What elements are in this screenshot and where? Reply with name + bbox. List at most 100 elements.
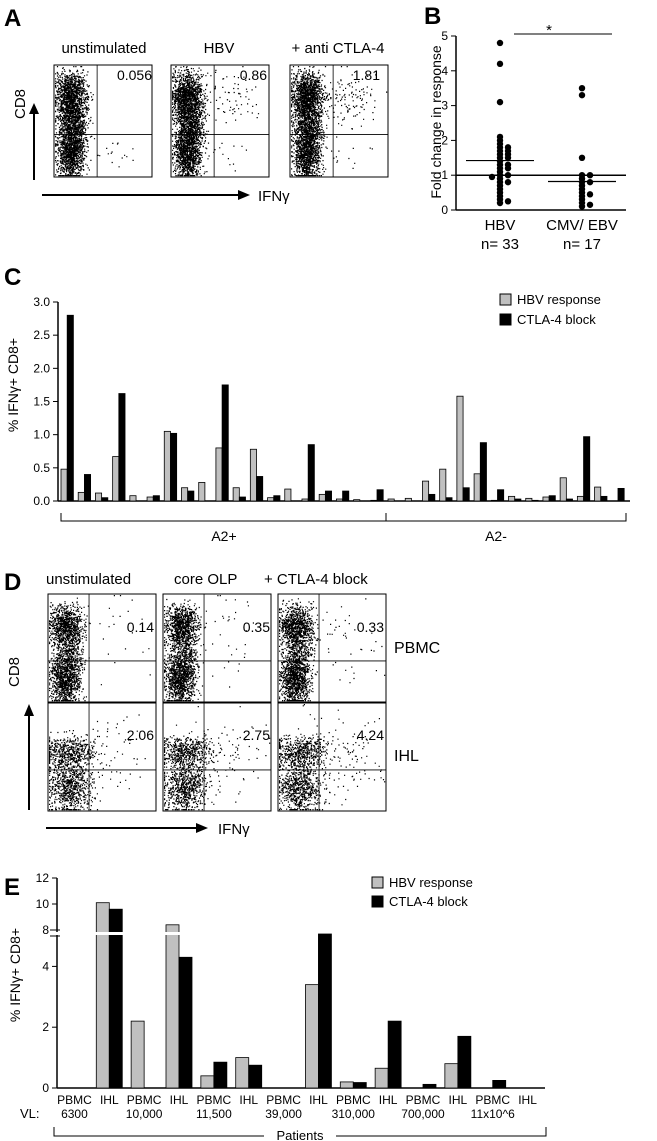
panel-a-value-2: 0.86	[240, 67, 267, 83]
panel-c-bar-ctla4	[548, 495, 556, 502]
panel-d-col-3: + CTLA-4 block	[264, 571, 368, 588]
panel-b-point	[578, 154, 586, 161]
panel-e-bar-hbv	[130, 1020, 145, 1089]
panel-e-sample-label: PBMC	[266, 1093, 301, 1107]
panel-e-sample-label: PBMC	[57, 1093, 92, 1107]
panel-c-bar-ctla4	[66, 314, 74, 502]
panel-label-e: E	[4, 874, 20, 901]
panel-a-ylabel: CD8	[12, 89, 29, 119]
panel-c-bar-hbv	[77, 491, 85, 502]
panel-c-bar-hbv	[559, 477, 567, 502]
flow-plot-d-1-1	[47, 593, 157, 703]
panel-d-y-arrowhead	[24, 704, 34, 716]
panel-e-vl-value: 700,000	[401, 1107, 445, 1121]
panel-label-b: B	[424, 3, 441, 30]
panel-c-bar-hbv	[353, 499, 361, 502]
panel-c-bar-hbv	[181, 487, 189, 502]
plot-dots	[49, 714, 146, 811]
panel-c-bar-hbv	[129, 495, 137, 502]
panel-c-ytick-label: 3.0	[33, 295, 50, 309]
panel-c-bar-ctla4	[342, 490, 350, 502]
flow-plot-d-1-3	[277, 593, 387, 703]
flow-plot-a-3	[289, 64, 389, 178]
panel-label-d: D	[4, 569, 21, 596]
panel-e: E % IFNγ+ CD8+ 0 2 4 8 10 12 HBV response CTL…	[4, 871, 547, 1141]
panel-e-bracket-left	[53, 1127, 264, 1137]
panel-d-value-pbmc-1: 0.14	[127, 619, 154, 635]
panel-e-bar-hbv	[235, 1057, 250, 1089]
plot-events	[55, 66, 134, 177]
plot-dots	[279, 704, 386, 811]
panel-c-bar-hbv	[112, 456, 120, 502]
flow-plot-d-2-3	[277, 702, 387, 812]
panel-c-bar-ctla4	[462, 487, 470, 502]
panel-e-vl-value: 11,500	[196, 1107, 232, 1121]
panel-c-bar-ctla4	[514, 498, 522, 502]
panel-e-bar-hbv	[339, 1081, 354, 1089]
panel-d-value-pbmc-3: 0.33	[357, 619, 384, 635]
panel-d-col-1: unstimulated	[46, 571, 131, 588]
panel-e-bar-hbv	[374, 1067, 389, 1089]
panel-c-bar-ctla4	[101, 497, 109, 502]
panel-e-ytick-label: 8	[42, 923, 49, 937]
panel-e-bar-ctla4	[422, 1083, 437, 1089]
panel-e-ytick-label: 4	[42, 959, 49, 973]
panel-d-xlabel: IFNγ	[218, 821, 250, 838]
panel-e-bar-hbv	[305, 984, 319, 1089]
plot-events	[279, 598, 386, 702]
panel-b-significance: *	[546, 22, 552, 39]
panel-c-legend-swatch-ctla4	[499, 313, 512, 326]
panel-c-bar-ctla4	[565, 498, 573, 502]
panel-e-vl-value: 39,000	[265, 1107, 302, 1121]
panel-c-bar-hbv	[215, 447, 223, 502]
panel-b-ytick-label: 4	[441, 64, 448, 78]
panel-c-bar-hbv	[95, 492, 103, 502]
panel-d-value-ihl-3: 4.24	[357, 727, 384, 743]
panel-c-bar-hbv	[508, 495, 516, 502]
panel-b-ylabel: Fold change in response	[428, 45, 444, 199]
panel-c-bar-hbv	[284, 488, 292, 502]
panel-c-bar-ctla4	[583, 436, 591, 502]
panel-c-bar-hbv	[60, 468, 68, 502]
panel-e-sample-label: IHL	[518, 1093, 537, 1107]
plot-dots	[49, 595, 151, 702]
panel-e-sample-label: PBMC	[197, 1093, 232, 1107]
panel-c-group-a2plus: A2+	[211, 528, 236, 544]
panel-c-bar-ctla4	[238, 496, 246, 502]
panel-c-bar-ctla4	[479, 442, 487, 502]
panel-d-x-arrowhead	[196, 823, 208, 833]
panel-c-bar-ctla4	[273, 495, 281, 502]
panel-c-bar-ctla4	[497, 489, 505, 502]
panel-e-bar-hbv	[200, 1075, 215, 1089]
panel-d-row-pbmc: PBMC	[394, 640, 440, 657]
panel-b-group-1: HBV	[485, 217, 516, 234]
plot-events	[279, 704, 386, 811]
panel-b-n-2: n= 17	[563, 236, 601, 253]
panel-a: A unstimulated HBV + anti CTLA-4 0.056 0…	[4, 5, 389, 205]
panel-e-legend-swatch-ctla4	[371, 895, 384, 908]
panel-c-bar-ctla4	[617, 487, 625, 502]
panel-b-point	[496, 98, 504, 106]
panel-b-point	[504, 165, 512, 172]
panel-c-ytick-label: 2.5	[33, 328, 50, 342]
panel-e-vl-label: VL:	[20, 1106, 40, 1121]
panel-e-bar-ctla4	[248, 1064, 263, 1089]
panel-e-bar-ctla4	[492, 1080, 507, 1089]
panel-b-point	[504, 154, 512, 161]
panel-c-bar-ctla4	[187, 490, 195, 502]
panel-a-xlabel: IFNγ	[258, 188, 290, 205]
panel-c-bar-hbv	[576, 495, 584, 502]
panel-e-legend-swatch-hbv	[371, 876, 384, 889]
panel-c-bar-ctla4	[531, 499, 539, 502]
panel-c-bar-hbv	[473, 473, 481, 502]
plot-dots	[291, 66, 388, 177]
panel-c-ytick-label: 0.0	[33, 494, 50, 508]
panel-c-bar-hbv	[370, 499, 378, 502]
panel-c: C % IFNγ+ CD8+ 0.0 0.5 1.0 1.5 2.0 2.5 3.0 HBV…	[4, 264, 630, 544]
panel-label-a: A	[4, 5, 21, 32]
panel-c-bar-ctla4	[170, 432, 178, 502]
panel-c-bar-hbv	[490, 499, 498, 502]
panel-a-y-arrowhead	[29, 103, 39, 114]
panel-d-value-ihl-2: 2.75	[243, 727, 270, 743]
